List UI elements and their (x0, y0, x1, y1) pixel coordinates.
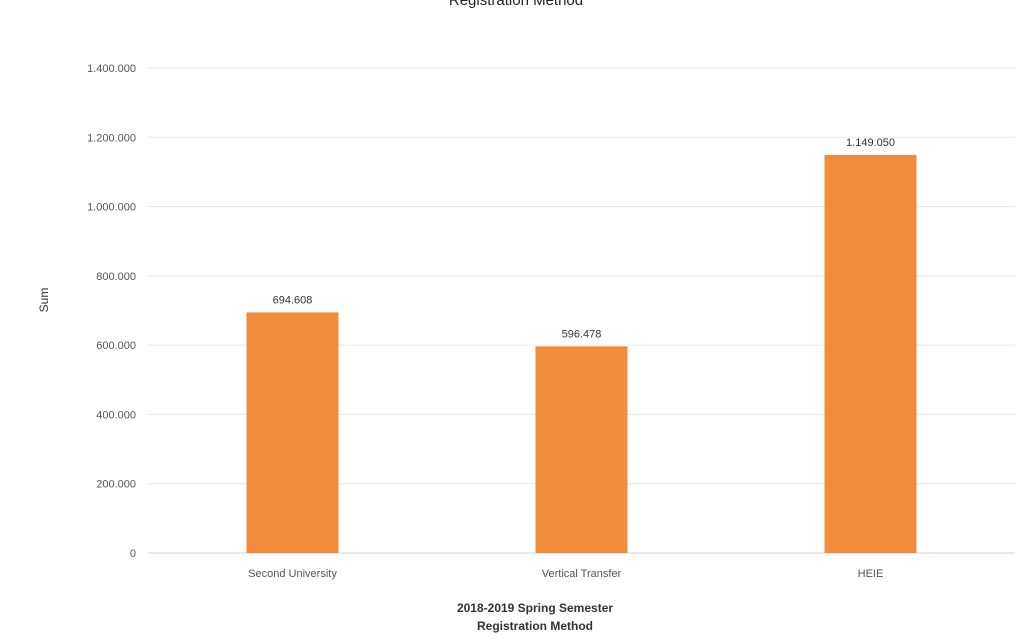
x-axis-title-line2: Registration Method (477, 619, 593, 633)
bar (246, 312, 339, 553)
y-tick-label: 1.000.000 (87, 202, 136, 214)
data-label: 1.149.050 (846, 137, 895, 149)
bar (535, 346, 628, 553)
y-axis-title: Sum (37, 288, 51, 313)
y-tick-label: 800.000 (96, 271, 136, 283)
x-axis-title-line1: 2018-2019 Spring Semester (457, 601, 613, 615)
y-tick-label: 1.400.000 (87, 63, 136, 75)
bar (824, 154, 917, 553)
data-labels: 694.608 596.478 1.149.050 (273, 137, 895, 340)
data-label: 596.478 (562, 328, 602, 340)
y-tick-label: 200.000 (96, 479, 136, 491)
y-tick-label: 0 (130, 548, 136, 560)
chart-title: Registration Method (449, 0, 583, 9)
data-label: 694.608 (273, 294, 313, 306)
y-tick-label: 1.200.000 (87, 132, 136, 144)
bars (246, 154, 917, 553)
axes: 0 200.000 400.000 600.000 800.000 1.000.000 1.… (87, 63, 1015, 580)
x-tick-label: HEIE (858, 568, 884, 580)
x-tick-label: Second University (248, 568, 337, 580)
y-tick-label: 400.000 (96, 409, 136, 421)
x-tick-label: Vertical Transfer (542, 568, 622, 580)
y-tick-label: 600.000 (96, 340, 136, 352)
